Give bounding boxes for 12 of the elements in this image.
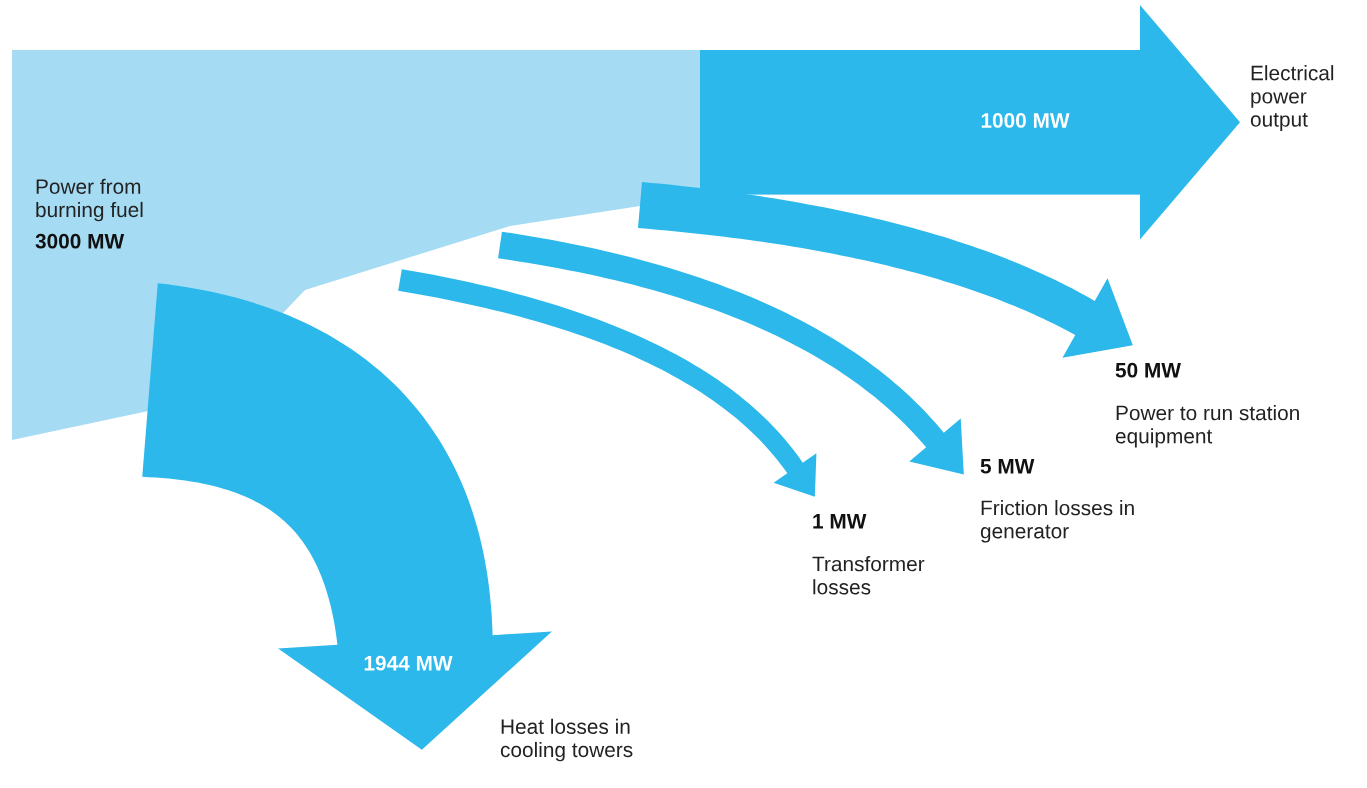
data-label: 1944 MW: [364, 655, 453, 671]
text: 3000 MW: [35, 233, 125, 249]
data-label: 1000 MW: [981, 113, 1070, 128]
text: Power from burning fuel: [36, 178, 143, 222]
category-label: Electrical power output: [1250, 65, 1334, 131]
category-label: Friction losses in generator: [980, 500, 1134, 543]
data-label: 1 MW: [813, 514, 867, 529]
category-label: Heat losses in cooling towers: [500, 718, 633, 762]
data-label: 5 MW: [980, 459, 1035, 474]
data-label: 50 MW: [1115, 362, 1181, 378]
category-label: Transformer losses: [812, 556, 925, 595]
category-label: Power to run station equipment: [1115, 405, 1299, 448]
